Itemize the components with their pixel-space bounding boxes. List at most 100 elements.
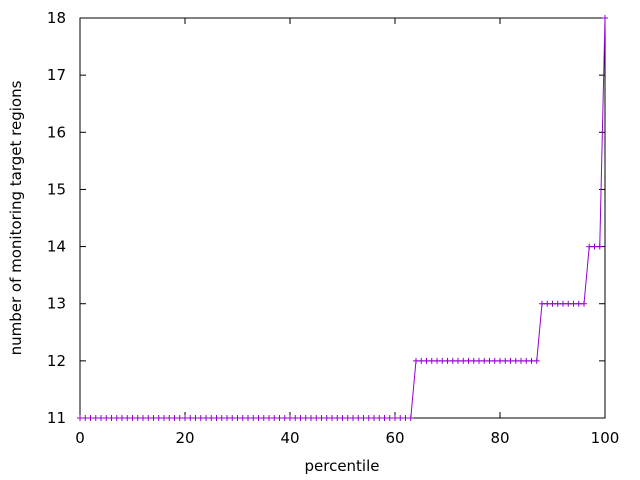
point-marker bbox=[323, 415, 330, 421]
point-marker bbox=[266, 415, 272, 421]
point-marker bbox=[371, 415, 377, 421]
point-marker bbox=[365, 415, 372, 421]
point-marker bbox=[455, 357, 461, 364]
point-marker bbox=[470, 357, 477, 364]
point-marker bbox=[134, 415, 141, 421]
point-marker bbox=[239, 415, 246, 421]
point-marker bbox=[418, 357, 425, 364]
point-marker bbox=[308, 415, 314, 421]
y-tick-label: 16 bbox=[47, 123, 66, 141]
point-marker bbox=[397, 415, 404, 421]
point-marker bbox=[423, 357, 430, 364]
point-marker bbox=[476, 357, 482, 364]
point-marker bbox=[113, 415, 120, 421]
x-tick-label: 0 bbox=[75, 429, 85, 447]
point-marker bbox=[302, 415, 309, 421]
point-marker bbox=[208, 415, 215, 421]
point-marker bbox=[145, 415, 152, 421]
y-tick-label: 17 bbox=[47, 66, 66, 84]
point-marker bbox=[171, 415, 178, 421]
point-marker bbox=[407, 415, 414, 421]
x-tick-label: 100 bbox=[591, 429, 620, 447]
point-marker bbox=[82, 415, 89, 421]
point-marker bbox=[502, 357, 509, 364]
point-marker bbox=[539, 300, 545, 307]
point-marker bbox=[554, 300, 561, 307]
point-marker bbox=[92, 415, 99, 421]
point-marker bbox=[318, 415, 325, 421]
point-marker bbox=[192, 415, 199, 421]
point-marker bbox=[581, 300, 587, 307]
point-marker bbox=[124, 415, 131, 421]
point-marker bbox=[129, 415, 136, 421]
point-marker bbox=[271, 415, 278, 421]
point-marker bbox=[518, 357, 524, 364]
y-tick-label: 11 bbox=[47, 409, 66, 427]
point-marker bbox=[187, 415, 194, 421]
point-marker bbox=[292, 415, 299, 421]
point-marker bbox=[591, 243, 598, 250]
point-marker bbox=[334, 415, 341, 421]
point-marker bbox=[428, 357, 435, 364]
y-tick-label: 14 bbox=[47, 238, 66, 256]
point-marker bbox=[108, 415, 115, 421]
point-marker bbox=[213, 415, 220, 421]
point-marker bbox=[161, 415, 167, 421]
point-marker bbox=[533, 357, 540, 364]
point-marker bbox=[565, 300, 572, 307]
point-marker bbox=[460, 357, 467, 364]
point-marker bbox=[182, 415, 188, 421]
x-axis-label: percentile bbox=[304, 457, 379, 475]
point-marker bbox=[329, 415, 335, 421]
point-marker bbox=[297, 415, 304, 421]
point-marker bbox=[497, 357, 503, 364]
point-marker bbox=[229, 415, 236, 421]
point-marker bbox=[103, 415, 110, 421]
point-marker bbox=[350, 415, 356, 421]
x-tick-label: 60 bbox=[385, 429, 404, 447]
point-marker bbox=[313, 415, 320, 421]
y-tick-label: 13 bbox=[47, 295, 66, 313]
point-marker bbox=[602, 15, 608, 21]
point-marker bbox=[87, 415, 94, 421]
point-marker bbox=[287, 415, 293, 421]
point-marker bbox=[570, 300, 577, 307]
point-marker bbox=[596, 243, 603, 250]
point-marker bbox=[528, 357, 535, 364]
point-marker bbox=[586, 243, 593, 250]
point-marker bbox=[140, 415, 146, 421]
point-marker bbox=[507, 357, 514, 364]
point-marker bbox=[444, 357, 451, 364]
point-marker bbox=[575, 300, 582, 307]
point-marker bbox=[218, 415, 225, 421]
point-marker bbox=[260, 415, 267, 421]
x-tick-label: 40 bbox=[280, 429, 299, 447]
y-tick-label: 12 bbox=[47, 352, 66, 370]
x-tick-label: 80 bbox=[490, 429, 509, 447]
point-marker bbox=[224, 415, 230, 421]
point-marker bbox=[339, 415, 346, 421]
point-marker bbox=[376, 415, 383, 421]
point-marker bbox=[281, 415, 288, 421]
point-marker bbox=[355, 415, 362, 421]
point-marker bbox=[544, 300, 551, 307]
y-tick-label: 15 bbox=[47, 180, 66, 198]
point-marker bbox=[203, 415, 209, 421]
point-marker bbox=[512, 357, 519, 364]
point-marker bbox=[465, 357, 472, 364]
point-marker bbox=[234, 415, 241, 421]
point-marker bbox=[77, 415, 83, 421]
point-marker bbox=[381, 415, 388, 421]
point-marker bbox=[245, 415, 251, 421]
point-marker bbox=[155, 415, 162, 421]
point-marker bbox=[486, 357, 493, 364]
y-axis-label: number of monitoring target regions bbox=[7, 80, 25, 355]
point-marker bbox=[166, 415, 173, 421]
point-marker bbox=[491, 357, 498, 364]
point-marker bbox=[255, 415, 262, 421]
point-marker bbox=[360, 415, 367, 421]
point-marker bbox=[434, 357, 440, 364]
point-marker bbox=[344, 415, 351, 421]
point-marker bbox=[402, 415, 409, 421]
point-marker bbox=[481, 357, 488, 364]
